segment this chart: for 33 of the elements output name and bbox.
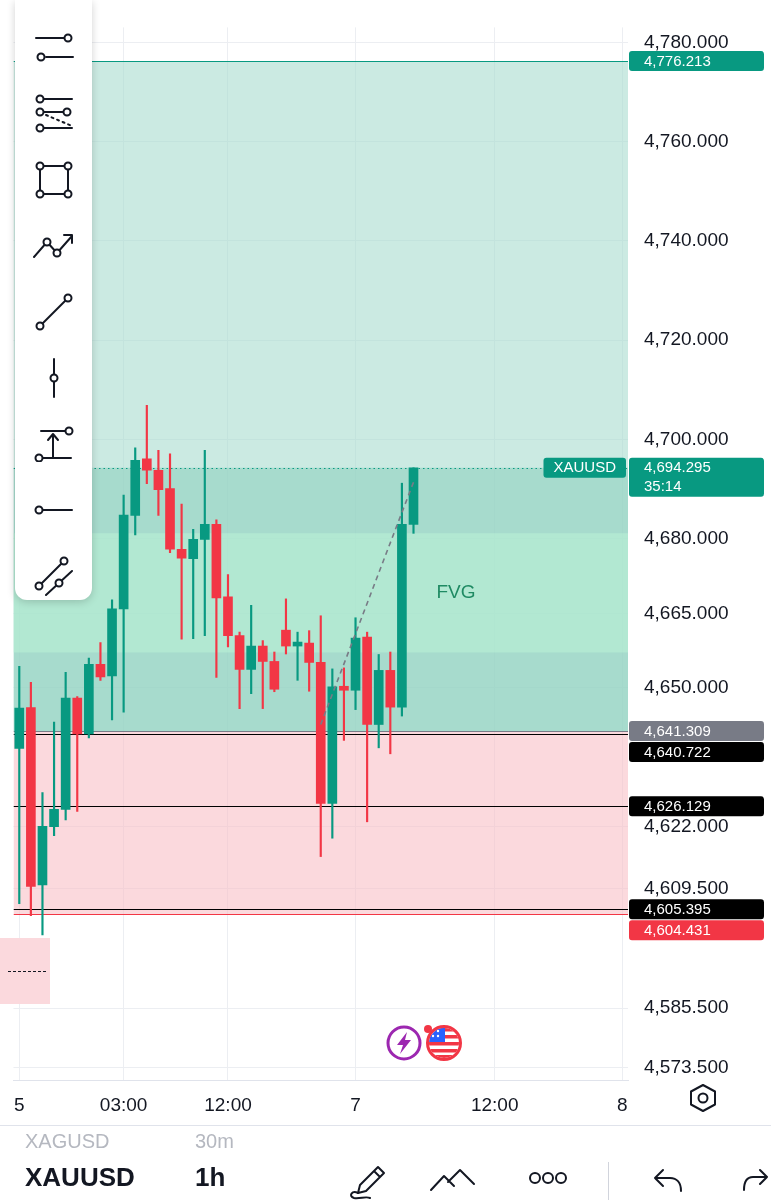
- text: 35:14: [644, 477, 682, 495]
- x-tick-label: 8: [616, 1093, 628, 1115]
- y-tick-label: 4,609.500: [644, 877, 729, 899]
- x-tick-label: 03:00: [99, 1093, 148, 1115]
- y-tick-label: 4,740.000: [644, 229, 729, 251]
- x-tick-label: 5: [13, 1093, 25, 1115]
- y-tick-label: 4,573.500: [644, 1055, 729, 1077]
- y-tick-label: 4,650.000: [644, 675, 729, 697]
- text: 30m: [195, 1130, 234, 1152]
- ref-line-label: 4,641.309: [644, 721, 711, 739]
- text: XAUUSD: [25, 1162, 135, 1192]
- y-tick-label: 4,585.500: [644, 996, 729, 1018]
- ref-line-label: 4,604.431: [644, 920, 711, 938]
- ref-line-label: 4,640.722: [644, 742, 711, 760]
- ref-line-label: 4,694.295: [644, 458, 711, 476]
- ref-line-label: 4,605.395: [644, 899, 711, 917]
- y-tick-label: 4,665.000: [644, 601, 729, 623]
- y-tick-label: 4,680.000: [644, 527, 729, 549]
- text: XAGUSD: [25, 1130, 110, 1152]
- ref-line-label: 4,626.129: [644, 796, 711, 814]
- y-tick-label: 4,760.000: [644, 129, 729, 151]
- ref-line-label: 4,776.213: [644, 51, 711, 69]
- annotation: XAUUSD: [553, 458, 617, 476]
- x-tick-label: 12:00: [204, 1093, 252, 1115]
- y-tick-label: 4,780.000: [644, 30, 729, 52]
- candlestick: [95, 642, 106, 681]
- y-tick-label: 4,700.000: [644, 427, 729, 449]
- x-tick-label: 7: [350, 1093, 361, 1115]
- text: 1h: [195, 1162, 226, 1192]
- y-tick-label: 4,720.000: [644, 328, 729, 350]
- x-tick-label: 12:00: [470, 1093, 519, 1115]
- y-tick-label: 4,622.000: [644, 815, 729, 837]
- band-label: FVG: [436, 581, 476, 603]
